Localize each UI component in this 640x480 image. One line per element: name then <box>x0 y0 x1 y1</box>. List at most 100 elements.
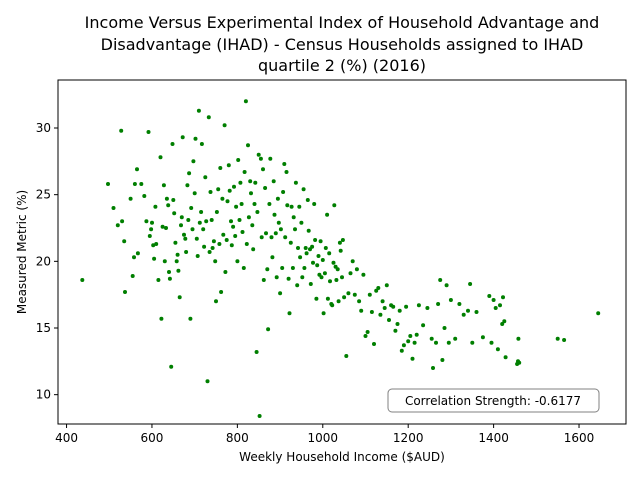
data-point-163 <box>304 251 309 256</box>
data-point-230 <box>410 356 415 361</box>
x-axis-label: Weekly Household Income ($AUD) <box>239 450 445 464</box>
data-point-41 <box>174 259 179 264</box>
data-point-47 <box>180 135 185 140</box>
data-point-85 <box>221 232 226 237</box>
data-point-15 <box>142 194 147 198</box>
data-point-34 <box>167 270 171 274</box>
data-point-228 <box>406 339 411 344</box>
data-point-44 <box>177 295 182 300</box>
data-point-193 <box>336 299 341 304</box>
data-point-69 <box>204 219 209 224</box>
y-tick-label-3: 25 <box>36 188 51 202</box>
data-point-158 <box>299 220 304 225</box>
y-tick-label-1: 15 <box>36 321 51 335</box>
data-point-66 <box>201 227 206 232</box>
data-point-109 <box>246 215 251 220</box>
data-point-101 <box>238 180 243 185</box>
data-point-254 <box>487 294 492 298</box>
data-point-26 <box>158 155 163 160</box>
data-point-84 <box>220 196 225 201</box>
x-tick-label-5: 1400 <box>478 431 509 445</box>
data-point-201 <box>348 271 353 276</box>
data-point-18 <box>147 234 152 238</box>
data-point-246 <box>453 336 458 341</box>
data-point-16 <box>144 219 149 224</box>
data-point-172 <box>314 296 319 301</box>
annotation-box <box>387 388 600 413</box>
data-point-162 <box>303 246 308 250</box>
data-point-268 <box>555 336 560 341</box>
data-point-179 <box>321 311 326 316</box>
data-point-72 <box>207 250 212 254</box>
data-point-129 <box>268 156 273 161</box>
correlation-annotation: Correlation Strength: -0.6177 <box>387 388 600 413</box>
data-point-167 <box>308 282 313 286</box>
data-point-71 <box>206 115 211 120</box>
data-point-136 <box>275 196 280 201</box>
data-point-48 <box>182 232 186 237</box>
data-point-7 <box>123 290 127 294</box>
data-point-251 <box>470 340 475 345</box>
data-point-270 <box>596 311 601 316</box>
data-point-211 <box>369 310 374 314</box>
data-point-59 <box>193 136 198 141</box>
data-point-99 <box>236 158 241 162</box>
data-point-89 <box>225 199 230 204</box>
x-tick-label-6: 1600 <box>564 431 595 445</box>
data-point-164 <box>305 198 310 202</box>
y-axis-ticks: 10 15 20 25 30 <box>36 121 58 402</box>
data-point-177 <box>319 275 324 280</box>
data-point-227 <box>404 304 409 309</box>
data-point-60 <box>194 236 199 241</box>
data-point-27 <box>159 316 164 321</box>
data-point-169 <box>311 260 315 265</box>
data-point-8 <box>128 196 133 201</box>
data-point-134 <box>273 231 278 236</box>
data-point-191 <box>334 278 339 282</box>
data-point-14 <box>139 182 144 186</box>
data-point-250 <box>468 282 473 286</box>
data-point-258 <box>495 347 500 352</box>
data-point-212 <box>372 342 376 346</box>
data-point-170 <box>312 202 317 206</box>
data-point-209 <box>365 330 370 334</box>
data-point-205 <box>357 299 362 304</box>
chart-title-line-2: Disadvantage (IHAD) - Census Households … <box>101 35 584 54</box>
data-point-152 <box>293 227 297 232</box>
data-point-178 <box>320 258 325 262</box>
data-point-218 <box>384 283 389 288</box>
data-point-12 <box>135 167 139 172</box>
data-point-120 <box>258 156 263 161</box>
data-point-10 <box>132 255 136 260</box>
data-point-108 <box>246 143 250 148</box>
data-point-160 <box>301 187 306 192</box>
data-point-168 <box>310 244 315 249</box>
data-point-119 <box>257 414 262 418</box>
x-tick-label-1: 600 <box>141 431 164 445</box>
data-point-196 <box>340 275 344 280</box>
data-point-222 <box>393 328 398 333</box>
data-point-207 <box>361 272 366 277</box>
data-point-42 <box>175 252 180 257</box>
data-point-118 <box>256 152 261 157</box>
data-point-244 <box>446 340 451 345</box>
data-point-128 <box>267 202 272 206</box>
data-point-19 <box>149 227 154 232</box>
data-point-54 <box>188 316 193 321</box>
data-point-210 <box>367 292 372 297</box>
data-point-182 <box>325 212 330 217</box>
data-point-102 <box>239 202 244 206</box>
data-point-133 <box>272 212 277 217</box>
data-point-180 <box>322 271 327 276</box>
data-point-174 <box>316 254 321 258</box>
data-point-91 <box>227 188 232 193</box>
data-points <box>80 99 601 418</box>
data-point-189 <box>332 203 337 208</box>
data-point-31 <box>164 226 168 230</box>
data-point-40 <box>173 240 178 245</box>
data-point-156 <box>297 204 302 209</box>
data-point-97 <box>234 204 239 209</box>
data-point-76 <box>211 239 216 244</box>
data-point-249 <box>466 308 470 313</box>
